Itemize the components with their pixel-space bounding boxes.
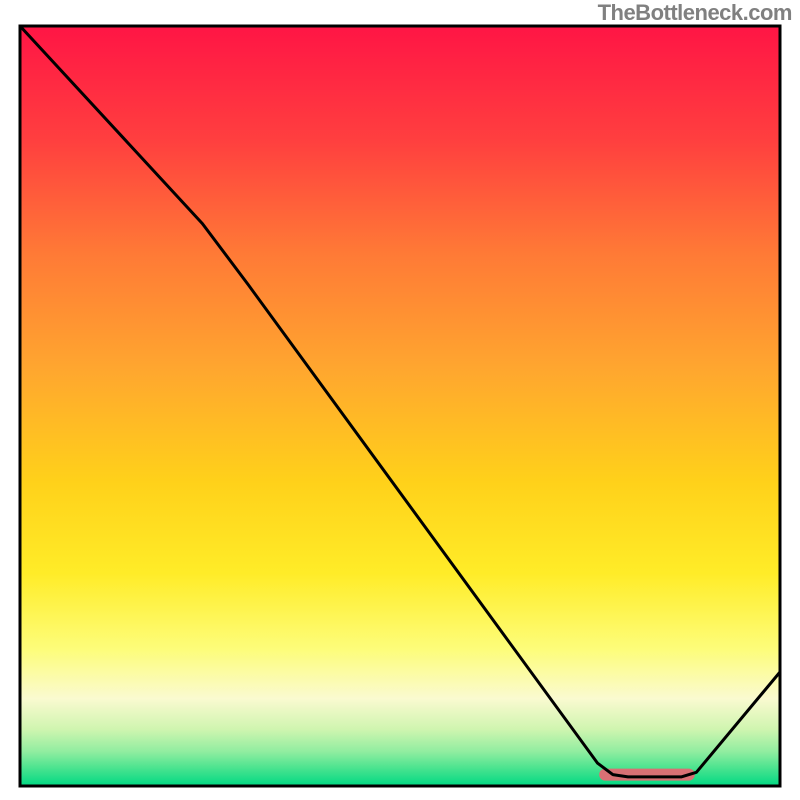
bottleneck-chart: [0, 0, 800, 800]
chart-container: TheBottleneck.com: [0, 0, 800, 800]
chart-background: [20, 26, 780, 786]
attribution-text: TheBottleneck.com: [598, 0, 792, 26]
